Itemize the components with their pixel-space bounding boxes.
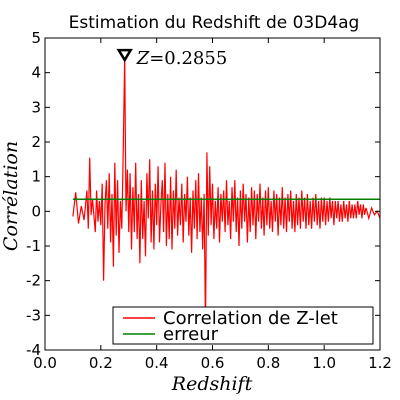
x-axis-label: Redshift: [171, 373, 253, 395]
annotation-layer: Z=0.2855: [116, 48, 228, 69]
peak-annotation-label: Z: [136, 48, 150, 69]
y-tick-label: 0: [31, 202, 41, 220]
series-layer: [72, 57, 381, 330]
legend-box: [112, 306, 374, 345]
peak-annotation-value: =0.2855: [149, 48, 227, 69]
y-tick-label: -1: [26, 237, 41, 255]
legend: Correlation de Z-let erreur: [112, 306, 374, 345]
chart-title: Estimation du Redshift de 03D4ag: [69, 13, 360, 33]
y-tick-label: 4: [31, 64, 41, 82]
legend-label-erreur: erreur: [163, 324, 219, 345]
y-tick-label: 1: [31, 168, 41, 186]
x-tick-label: 0.2: [89, 354, 113, 372]
y-tick-label: -3: [26, 306, 41, 324]
series-line-0: [72, 57, 381, 330]
y-tick-label: 3: [31, 98, 41, 116]
x-axis: 0.0 0.2 0.4 0.6 0.8 1.0 1.2: [33, 38, 392, 372]
legend-label-correlation: Correlation de Z-let: [163, 308, 338, 329]
y-axis-label: Corrélation: [0, 141, 22, 251]
y-axis: -4 -3 -2 -1 0 1 2 3 4 5: [26, 29, 380, 359]
y-tick-label: -4: [26, 341, 41, 359]
x-tick-label: 0.4: [145, 354, 169, 372]
x-tick-label: 0.6: [201, 354, 225, 372]
y-tick-label: 5: [31, 29, 41, 47]
y-tick-label: -2: [26, 272, 41, 290]
x-tick-label: 0.8: [256, 354, 280, 372]
x-tick-label: 1.0: [312, 354, 336, 372]
x-tick-label: 0.0: [33, 354, 57, 372]
y-tick-label: 2: [31, 133, 41, 151]
x-tick-label: 1.2: [368, 354, 392, 372]
peak-annotation: Z=0.2855: [136, 48, 228, 69]
peak-marker: [116, 48, 133, 63]
